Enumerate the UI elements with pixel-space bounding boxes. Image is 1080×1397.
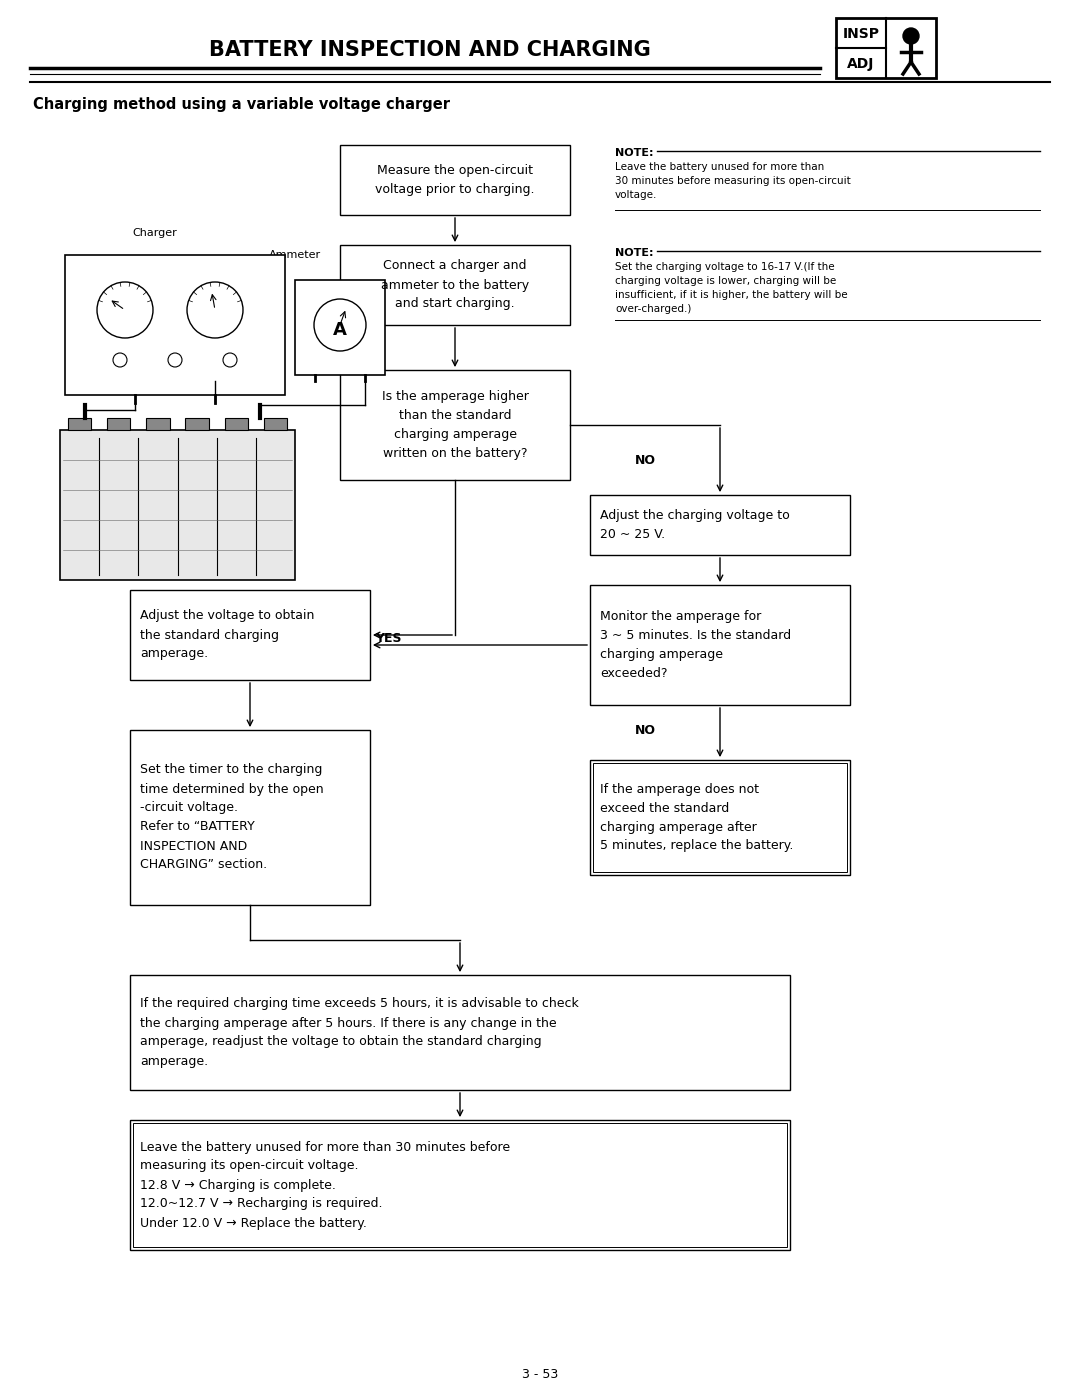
- Bar: [593, 763, 847, 872]
- Text: Adjust the charging voltage to
20 ~ 25 V.: Adjust the charging voltage to 20 ~ 25 V…: [600, 509, 789, 541]
- Bar: [590, 760, 850, 875]
- Text: Measure the open-circuit
voltage prior to charging.: Measure the open-circuit voltage prior t…: [375, 163, 535, 196]
- Text: Leave the battery unused for more than 30 minutes before
measuring its open-circ: Leave the battery unused for more than 3…: [140, 1140, 510, 1229]
- Bar: [130, 590, 370, 680]
- Text: NO: NO: [635, 724, 656, 736]
- Bar: [130, 975, 789, 1090]
- Bar: [65, 256, 285, 395]
- Text: Set the timer to the charging
time determined by the open
-circuit voltage.
Refe: Set the timer to the charging time deter…: [140, 764, 324, 872]
- Bar: [225, 418, 248, 430]
- Bar: [340, 244, 570, 326]
- Bar: [60, 430, 295, 580]
- Bar: [264, 418, 287, 430]
- Bar: [133, 1123, 787, 1248]
- Text: NOTE:: NOTE:: [615, 249, 653, 258]
- Bar: [340, 145, 570, 215]
- Text: YES: YES: [375, 631, 402, 644]
- Text: ADJ: ADJ: [848, 57, 875, 71]
- Circle shape: [903, 28, 919, 43]
- Text: Charging method using a variable voltage charger: Charging method using a variable voltage…: [33, 98, 450, 113]
- Text: NO: NO: [635, 454, 656, 467]
- Bar: [836, 18, 936, 78]
- Text: Ammeter: Ammeter: [269, 250, 321, 260]
- Text: Monitor the amperage for
3 ~ 5 minutes. Is the standard
charging amperage
exceed: Monitor the amperage for 3 ~ 5 minutes. …: [600, 610, 792, 680]
- Bar: [130, 1120, 789, 1250]
- Text: Adjust the voltage to obtain
the standard charging
amperage.: Adjust the voltage to obtain the standar…: [140, 609, 314, 661]
- Text: If the required charging time exceeds 5 hours, it is advisable to check
the char: If the required charging time exceeds 5 …: [140, 997, 579, 1067]
- Text: A: A: [333, 321, 347, 339]
- Bar: [68, 418, 92, 430]
- Bar: [590, 585, 850, 705]
- Text: YES: YES: [227, 433, 253, 447]
- Text: BATTERY INSPECTION AND CHARGING: BATTERY INSPECTION AND CHARGING: [210, 41, 651, 60]
- Text: Is the amperage higher
than the standard
charging amperage
written on the batter: Is the amperage higher than the standard…: [381, 390, 528, 460]
- Text: NOTE:: NOTE:: [615, 148, 653, 158]
- Bar: [146, 418, 170, 430]
- Text: Set the charging voltage to 16-17 V.(If the
charging voltage is lower, charging : Set the charging voltage to 16-17 V.(If …: [615, 263, 848, 314]
- Bar: [340, 370, 570, 481]
- Bar: [107, 418, 131, 430]
- Text: 3 - 53: 3 - 53: [522, 1369, 558, 1382]
- Text: Leave the battery unused for more than
30 minutes before measuring its open-circ: Leave the battery unused for more than 3…: [615, 162, 851, 200]
- Text: INSP: INSP: [842, 27, 879, 41]
- Bar: [590, 495, 850, 555]
- Bar: [295, 279, 384, 374]
- Bar: [186, 418, 208, 430]
- Bar: [130, 731, 370, 905]
- Text: Connect a charger and
ammeter to the battery
and start charging.: Connect a charger and ammeter to the bat…: [381, 260, 529, 310]
- Text: If the amperage does not
exceed the standard
charging amperage after
5 minutes, : If the amperage does not exceed the stan…: [600, 782, 794, 852]
- Text: Charger: Charger: [133, 228, 177, 237]
